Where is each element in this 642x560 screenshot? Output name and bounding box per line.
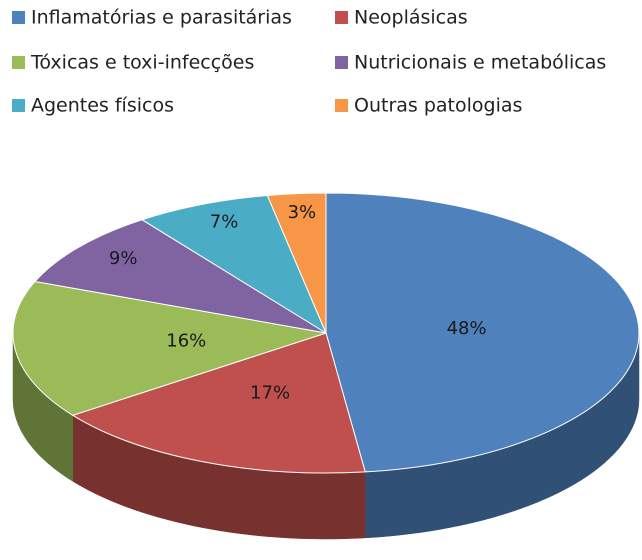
legend-label: Agentes físicos [31,95,174,117]
data-label: 16% [166,330,206,351]
pie-slice [140,194,328,335]
legend-swatch [12,99,25,112]
legend-swatch [12,11,25,24]
legend-label: Nutricionais e metabólicas [354,52,606,74]
data-label: 9% [109,248,138,269]
data-label: 48% [447,318,487,339]
pie-slice [34,219,327,334]
legend-swatch [335,99,348,112]
pie-slice [71,332,366,474]
data-label: 7% [210,211,239,232]
legend-swatch [335,56,348,69]
legend-label: Neoplásicas [354,7,468,29]
legend-swatch [335,11,348,24]
legend-label: Tóxicas e toxi-infecções [30,52,254,74]
legend-label: Inflamatórias e parasitárias [31,7,292,29]
pie-slice [12,280,327,416]
data-label: 17% [250,383,290,404]
legend-swatch [12,56,25,69]
pie-slice [325,192,640,473]
legend-label: Outras patologias [354,95,522,117]
pie-slice [266,192,327,334]
data-label: 3% [288,202,317,223]
